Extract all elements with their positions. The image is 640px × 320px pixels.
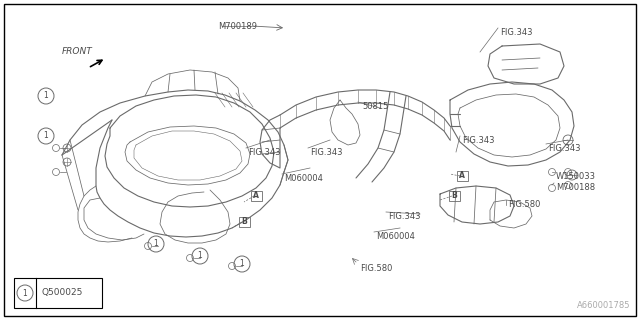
Circle shape <box>17 285 33 301</box>
Text: FIG.580: FIG.580 <box>508 200 540 209</box>
Text: Q500025: Q500025 <box>42 289 83 298</box>
Text: M060004: M060004 <box>284 174 323 183</box>
Bar <box>239 217 250 227</box>
Circle shape <box>38 128 54 144</box>
Text: FIG.343: FIG.343 <box>548 144 580 153</box>
Text: 1: 1 <box>198 252 202 260</box>
Text: M700188: M700188 <box>556 183 595 192</box>
Text: FIG.343: FIG.343 <box>462 136 495 145</box>
Bar <box>251 191 262 201</box>
Text: 1: 1 <box>44 132 49 140</box>
Bar <box>449 191 460 201</box>
Bar <box>457 171 468 181</box>
Circle shape <box>234 256 250 272</box>
Text: 1: 1 <box>239 260 244 268</box>
Text: FIG.343: FIG.343 <box>248 148 280 157</box>
Bar <box>14 278 102 308</box>
Text: M060004: M060004 <box>376 232 415 241</box>
Circle shape <box>192 248 208 264</box>
Text: FIG.343: FIG.343 <box>500 28 532 37</box>
Text: A660001785: A660001785 <box>577 301 630 310</box>
Text: M700189: M700189 <box>218 22 257 31</box>
Text: 1: 1 <box>44 92 49 100</box>
Text: FIG.343: FIG.343 <box>310 148 342 157</box>
Text: A: A <box>253 191 259 201</box>
Text: FRONT: FRONT <box>62 47 93 56</box>
Text: 50815: 50815 <box>362 102 388 111</box>
Circle shape <box>148 236 164 252</box>
Text: B: B <box>241 218 247 227</box>
Circle shape <box>38 88 54 104</box>
Text: B: B <box>451 191 457 201</box>
Text: FIG.343: FIG.343 <box>388 212 420 221</box>
Text: 1: 1 <box>154 239 158 249</box>
Text: W150033: W150033 <box>556 172 596 181</box>
Text: A: A <box>459 172 465 180</box>
Text: 1: 1 <box>22 289 28 298</box>
Text: FIG.580: FIG.580 <box>360 264 392 273</box>
